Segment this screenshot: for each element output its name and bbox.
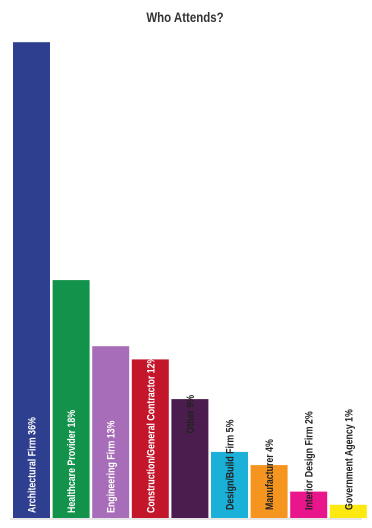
bar-1 [13,42,50,518]
bar-label-3: Engineering Firm 13% [106,421,118,513]
bar-4 [131,359,169,518]
bar-label-8: Interior Design Firm 2% [304,411,316,510]
bar-2 [52,280,90,518]
bar-label-5: Other 9% [185,395,197,434]
bar-label-2: Healthcare Provider 18% [66,410,78,513]
bar-8 [290,491,328,518]
bar-9 [329,504,367,518]
bars [13,42,367,518]
bar-label-1: Architectural Firm 36% [27,417,39,513]
bar-7 [250,465,288,518]
chart-title: Who Attends? [146,9,223,25]
bar-labels: Architectural Firm 36% Healthcare Provide… [27,356,356,513]
bar-3 [92,346,130,518]
bar-6 [211,451,248,518]
bar-label-4: Construction/General Contractor 12% [145,356,157,513]
bar-label-6: Design/Build Firm 5% [225,419,237,510]
bar-label-7: Manufacturer 4% [264,439,276,510]
bar-label-9: Government Agency 1% [343,409,355,510]
bar-5 [171,399,209,518]
